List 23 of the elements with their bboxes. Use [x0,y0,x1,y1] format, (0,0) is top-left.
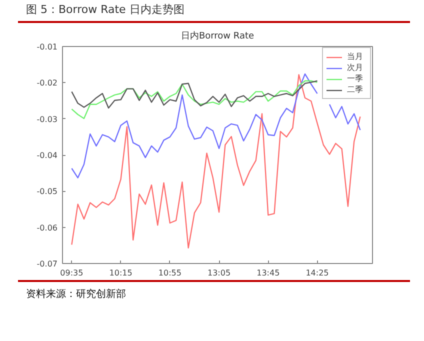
y-tick-label: -0.03 [36,114,58,124]
chart-title: 图 5：Borrow Rate 日内走势图 [18,0,410,23]
y-tick-label: -0.01 [36,42,58,52]
line-series [71,80,318,120]
legend-label: 当月 [347,51,364,62]
x-tick-label: 14:25 [306,268,329,278]
y-tick-label: -0.07 [36,260,58,268]
x-tick-label: 10:15 [109,268,132,278]
legend-label: 一季 [347,73,364,84]
text: 资料来源：研究创新部 [18,280,410,308]
y-tick-label: -0.02 [36,78,58,88]
line-series [71,80,318,109]
legend-label: 二季 [347,84,364,95]
line-series [71,74,361,249]
x-tick-label: 10:55 [158,268,182,278]
x-tick-label: 13:05 [208,268,231,278]
chart-subtitle: 日内Borrow Rate [180,30,255,42]
y-tick-label: -0.05 [36,187,58,196]
y-tick-label: -0.04 [36,151,58,160]
x-tick-label: 09:35 [60,268,84,278]
y-tick-label: -0.06 [36,223,58,232]
legend-label: 次月 [347,62,364,73]
x-tick-label: 13:45 [256,268,280,278]
